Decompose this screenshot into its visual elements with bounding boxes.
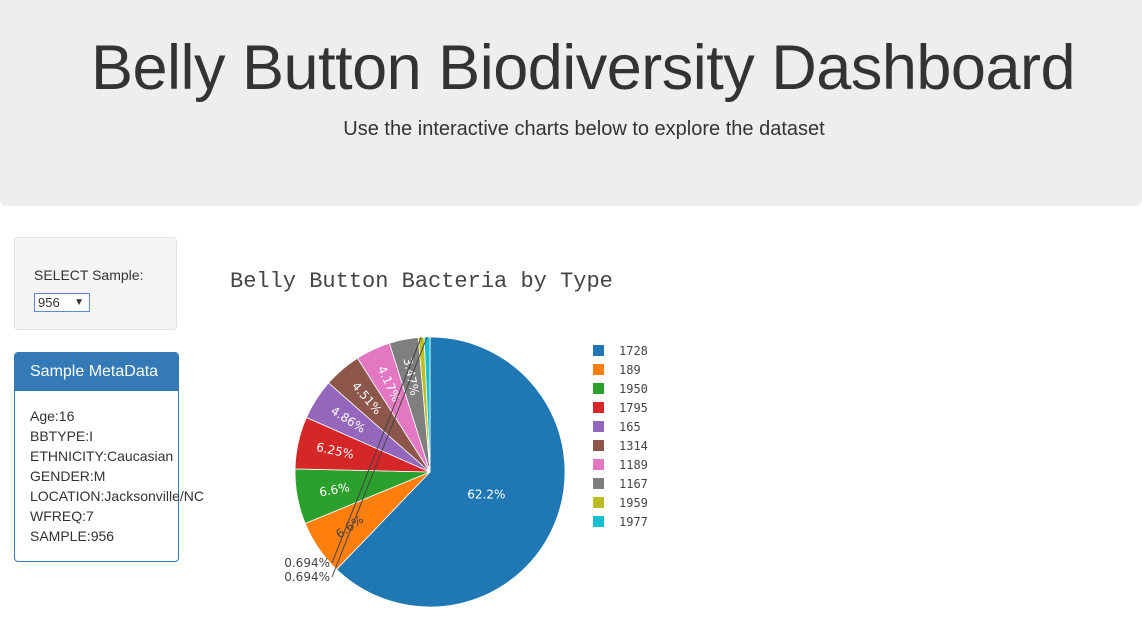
metadata-row-bbtype: BBTYPE:I: [30, 428, 94, 444]
metadata-row-wfreq: WFREQ:7: [30, 508, 94, 524]
legend-swatch-1728[interactable]: [593, 345, 604, 356]
legend-label-1977[interactable]: 1977: [619, 515, 648, 529]
legend-swatch-1959[interactable]: [593, 497, 604, 508]
dropdown-arrow-icon: ▼: [74, 297, 84, 308]
metadata-row-sample: SAMPLE:956: [30, 528, 115, 544]
legend-label-1950[interactable]: 1950: [619, 382, 648, 396]
legend-swatch-1167[interactable]: [593, 478, 604, 489]
legend-label-1189[interactable]: 1189: [619, 458, 648, 472]
legend-swatch-1314[interactable]: [593, 440, 604, 451]
pie-chart: Belly Button Bacteria by Type 62.2%6.6%6…: [230, 269, 648, 608]
metadata-body: Age:16 BBTYPE:I ETHNICITY:Caucasian GEND…: [15, 391, 205, 546]
legend-swatch-165[interactable]: [593, 421, 604, 432]
metadata-row-ethnicity: ETHNICITY:Caucasian: [30, 448, 174, 464]
header-jumbotron: Belly Button Biodiversity Dashboard Use …: [0, 0, 1142, 206]
pie-slice-label-1977: 0.694%: [284, 570, 330, 584]
legend-label-165[interactable]: 165: [619, 420, 641, 434]
chart-legend: 1728 189 1950 1795 165 1314 1189 1167 1959 1977: [593, 344, 648, 529]
page-title: Belly Button Biodiversity Dashboard: [90, 33, 1076, 103]
legend-label-1314[interactable]: 1314: [619, 439, 648, 453]
sample-select-dropdown[interactable]: 956 ▼: [34, 293, 90, 312]
legend-label-1167[interactable]: 1167: [619, 477, 648, 491]
metadata-row-location: LOCATION:Jacksonville/NC: [30, 488, 205, 504]
pie-slice-1977[interactable]: [423, 336, 431, 473]
pie-slices: [294, 336, 566, 608]
metadata-row-age: Age:16: [30, 408, 75, 424]
legend-label-1959[interactable]: 1959: [619, 496, 648, 510]
pie-slice-label-1728: 62.2%: [467, 488, 505, 502]
chart-title: Belly Button Bacteria by Type: [230, 269, 613, 294]
legend-swatch-1977[interactable]: [593, 516, 604, 527]
pie-slice-label-1959: 0.694%: [284, 556, 330, 570]
legend-label-1728[interactable]: 1728: [619, 344, 648, 358]
metadata-panel: Sample MetaData Age:16 BBTYPE:I ETHNICIT…: [14, 352, 205, 562]
legend-label-189[interactable]: 189: [619, 363, 641, 377]
metadata-row-gender: GENDER:M: [30, 468, 106, 484]
legend-label-1795[interactable]: 1795: [619, 401, 648, 415]
sample-select-value: 956: [38, 295, 60, 310]
legend-swatch-1189[interactable]: [593, 459, 604, 470]
legend-swatch-189[interactable]: [593, 364, 604, 375]
pie-slice-1728[interactable]: [335, 336, 566, 608]
sample-select-label: SELECT Sample:: [34, 267, 144, 283]
pie-slice-label-1950: 6.6%: [318, 480, 351, 499]
legend-swatch-1950[interactable]: [593, 383, 604, 394]
pie-leader-line-1959: [331, 337, 422, 564]
page-subtitle: Use the interactive charts below to expl…: [343, 118, 825, 140]
pie-leader-line-1977: [331, 336, 428, 578]
metadata-heading: Sample MetaData: [15, 353, 178, 391]
legend-swatch-1795[interactable]: [593, 402, 604, 413]
sample-select-well: SELECT Sample: 956 ▼: [14, 237, 177, 330]
